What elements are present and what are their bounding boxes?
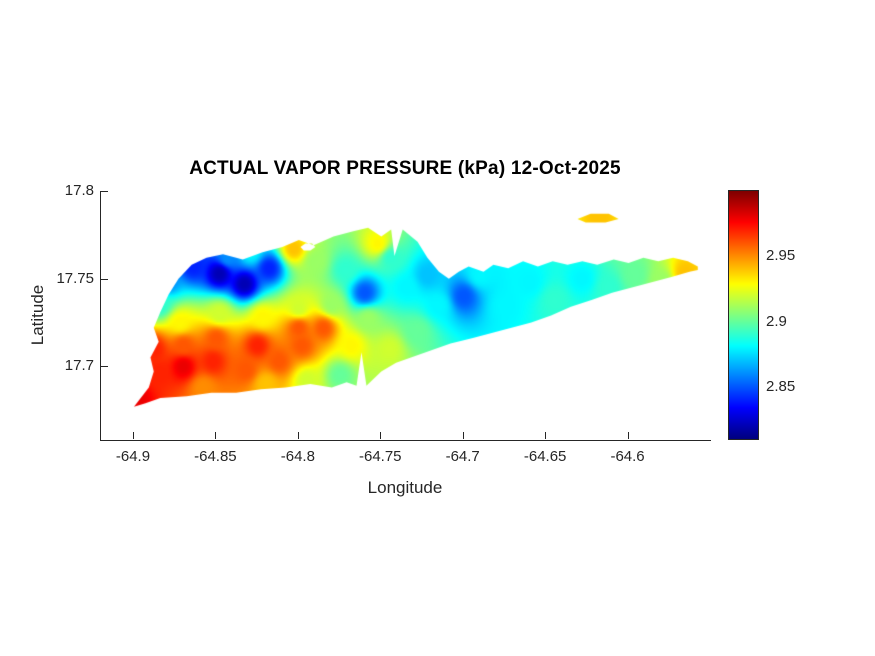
colorbar-tick-label: 2.85 [766, 377, 796, 395]
x-tick-mark [545, 432, 547, 439]
x-tick-label: -64.65 [523, 448, 567, 465]
plot-area [100, 191, 711, 441]
x-tick-mark [627, 432, 629, 439]
heatmap-canvas [101, 191, 711, 440]
y-tick-mark [101, 366, 108, 368]
x-tick-label: -64.9 [115, 448, 151, 465]
x-tick-mark [132, 432, 134, 439]
y-tick-label: 17.8 [64, 182, 94, 199]
x-tick-label: -64.8 [280, 448, 315, 465]
colorbar-tick-label: 2.95 [766, 247, 796, 265]
colorbar [728, 190, 759, 440]
chart-title: ACTUAL VAPOR PRESSURE (kPa) 12-Oct-2025 [189, 158, 621, 179]
colorbar-canvas [729, 191, 758, 439]
y-tick-mark [101, 278, 108, 280]
x-tick-label: -64.6 [610, 448, 645, 465]
x-tick-label: -64.7 [445, 448, 480, 465]
y-tick-mark [101, 191, 108, 192]
y-tick-label: 17.75 [56, 269, 94, 287]
x-tick-mark [380, 432, 382, 439]
x-tick-mark [297, 432, 299, 439]
y-axis-label: Latitude [28, 284, 47, 346]
x-tick-mark [462, 432, 464, 439]
y-tick-label: 17.7 [64, 357, 94, 375]
x-tick-label: -64.85 [194, 448, 237, 465]
x-tick-mark [215, 432, 217, 439]
x-tick-label: -64.75 [358, 448, 402, 465]
x-axis-label: Longitude [367, 478, 443, 497]
colorbar-tick-label: 2.9 [766, 312, 787, 330]
